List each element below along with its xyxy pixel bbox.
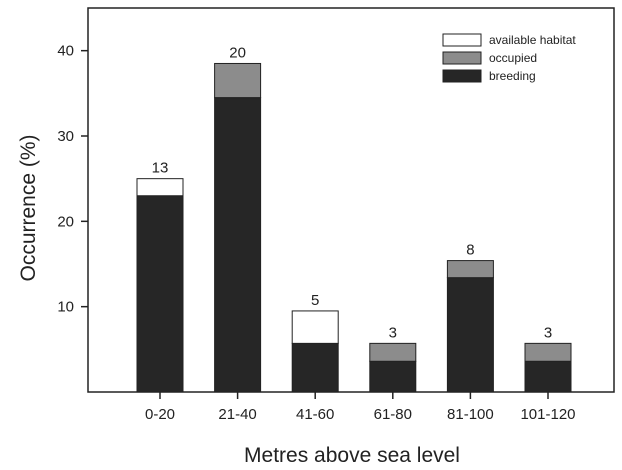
bars-group — [136, 62, 572, 393]
bar-segment-occupied — [524, 342, 572, 362]
legend-label: available habitat — [489, 33, 576, 47]
bar-segment-available-habitat — [136, 178, 184, 197]
legend-swatch — [442, 51, 482, 65]
data-labels: 13 20 5 3 8 3 — [152, 44, 553, 341]
y-tick-label: 20 — [57, 213, 74, 230]
bar-segment-occupied — [214, 62, 262, 99]
y-tick-label: 40 — [57, 43, 74, 60]
y-axis-ticks: 10 20 30 40 — [57, 43, 88, 316]
plot-frame — [87, 7, 615, 393]
x-tick-label: 0-20 — [145, 406, 175, 423]
bar-segment-occupied — [369, 342, 417, 362]
legend-label: breeding — [489, 69, 536, 83]
bar-segment-breeding — [291, 342, 339, 393]
bar-count-label: 3 — [544, 324, 552, 341]
y-tick-label: 10 — [57, 299, 74, 316]
bar-count-label: 13 — [152, 160, 169, 177]
bar-segment-occupied — [446, 260, 494, 279]
bar-count-label: 5 — [311, 292, 319, 309]
x-tick-label: 81-100 — [447, 406, 494, 423]
x-tick-label: 21-40 — [218, 406, 256, 423]
legend: available habitat occupied breeding — [442, 33, 576, 83]
bar-count-label: 8 — [466, 242, 474, 259]
bar-count-label: 3 — [389, 324, 397, 341]
bar-segment-breeding — [214, 97, 262, 393]
x-axis-title: Metres above sea level — [244, 444, 460, 467]
x-tick-label: 101-120 — [520, 406, 575, 423]
legend-swatch — [442, 33, 482, 47]
y-tick-label: 30 — [57, 128, 74, 145]
bar-segment-breeding — [369, 360, 417, 393]
bar-segment-breeding — [136, 195, 184, 393]
bar-segment-breeding — [524, 360, 572, 393]
x-axis-ticks: 0-20 21-40 41-60 61-80 81-100 101-120 — [145, 392, 576, 423]
bar-segment-breeding — [446, 277, 494, 393]
legend-swatch — [442, 69, 482, 83]
x-tick-label: 61-80 — [374, 406, 412, 423]
bar-count-label: 20 — [229, 44, 246, 61]
y-axis-title: Occurrence (%) — [17, 134, 40, 281]
x-tick-label: 41-60 — [296, 406, 334, 423]
legend-label: occupied — [489, 51, 537, 65]
bar-segment-available-habitat — [291, 310, 339, 344]
